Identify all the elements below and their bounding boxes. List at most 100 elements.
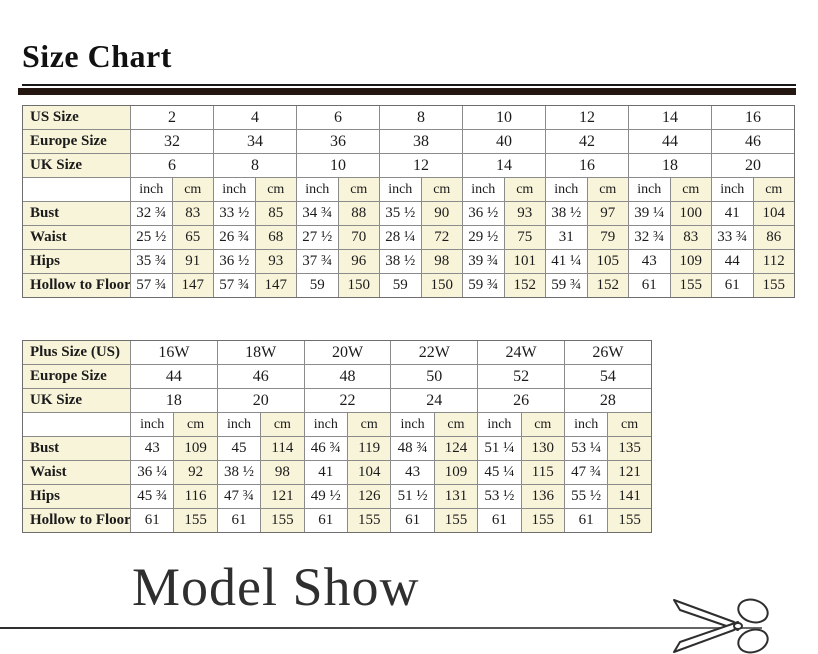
measure-cell: 88 — [337, 201, 380, 226]
size-cell: 2 — [130, 105, 214, 130]
measure-cell: 104 — [346, 460, 392, 485]
size-chart-heading: Size Chart — [22, 38, 172, 74]
measure-cell: 53 ½ — [477, 484, 522, 509]
measure-cell: 39 ¼ — [628, 201, 671, 226]
unit-header: inch — [628, 177, 671, 202]
size-cell: 26W — [563, 340, 652, 365]
measure-cell: 31 — [545, 225, 588, 250]
unit-header: cm — [607, 412, 652, 437]
measure-cell: 45 ¾ — [129, 484, 175, 509]
measure-cell: 61 — [563, 508, 609, 533]
row-label: Waist — [22, 460, 131, 485]
size-cell: 44 — [130, 364, 218, 389]
measure-cell: 32 ¾ — [628, 225, 671, 250]
measure-cell: 51 ¼ — [477, 436, 522, 461]
measure-cell: 131 — [433, 484, 479, 509]
measure-cell: 36 ½ — [462, 201, 505, 226]
measure-cell: 41 — [711, 201, 754, 226]
measure-cell: 47 ¾ — [216, 484, 262, 509]
size-cell: 4 — [213, 105, 297, 130]
measure-cell: 39 ¾ — [462, 249, 505, 274]
measure-cell: 61 — [477, 508, 522, 533]
measure-cell: 90 — [420, 201, 463, 226]
unit-header: inch — [563, 412, 609, 437]
measure-cell: 41 ¼ — [545, 249, 588, 274]
unit-header: inch — [477, 412, 522, 437]
measure-cell: 46 ¾ — [303, 436, 348, 461]
unit-header: cm — [420, 177, 463, 202]
unit-row-spacer — [22, 177, 131, 202]
measure-cell: 83 — [669, 225, 712, 250]
measure-cell: 43 — [390, 460, 435, 485]
unit-row-spacer — [22, 412, 131, 437]
measure-cell: 51 ½ — [390, 484, 435, 509]
unit-header: cm — [586, 177, 629, 202]
size-cell: 24 — [390, 388, 479, 413]
measure-cell: 136 — [520, 484, 565, 509]
measure-cell: 70 — [337, 225, 380, 250]
scissors-icon — [673, 598, 769, 654]
measure-cell: 61 — [711, 273, 754, 298]
measure-cell: 68 — [254, 225, 297, 250]
measure-cell: 104 — [752, 201, 795, 226]
unit-header: cm — [254, 177, 297, 202]
size-cell: 16 — [545, 153, 629, 178]
unit-header: cm — [520, 412, 565, 437]
size-cell: 20 — [216, 388, 305, 413]
size-cell: 50 — [390, 364, 479, 389]
measure-cell: 59 ¾ — [545, 273, 588, 298]
measure-cell: 155 — [433, 508, 479, 533]
measure-cell: 93 — [254, 249, 297, 274]
measure-cell: 45 — [216, 436, 262, 461]
size-cell: 12 — [379, 153, 463, 178]
measure-cell: 124 — [433, 436, 479, 461]
measure-cell: 57 ¾ — [213, 273, 256, 298]
unit-header: cm — [337, 177, 380, 202]
heading-rule-thick — [18, 88, 796, 95]
measure-cell: 75 — [503, 225, 546, 250]
unit-header: cm — [171, 177, 214, 202]
size-cell: 46 — [711, 129, 795, 154]
unit-header: inch — [379, 177, 422, 202]
measure-cell: 33 ½ — [213, 201, 256, 226]
measure-cell: 47 ¾ — [563, 460, 609, 485]
size-cell: 20W — [303, 340, 392, 365]
measure-cell: 61 — [628, 273, 671, 298]
measure-cell: 101 — [503, 249, 546, 274]
row-label: Bust — [22, 436, 131, 461]
measure-cell: 29 ½ — [462, 225, 505, 250]
measure-cell: 36 ¼ — [129, 460, 175, 485]
row-label: Hollow to Floor — [22, 508, 131, 533]
measure-cell: 38 ½ — [216, 460, 262, 485]
measure-cell: 45 ¼ — [477, 460, 522, 485]
measure-cell: 141 — [607, 484, 652, 509]
measure-cell: 83 — [171, 201, 214, 226]
unit-header: cm — [669, 177, 712, 202]
unit-header: cm — [173, 412, 218, 437]
measure-cell: 96 — [337, 249, 380, 274]
measure-cell: 116 — [173, 484, 218, 509]
row-label: Waist — [22, 225, 131, 250]
size-cell: 18 — [628, 153, 712, 178]
unit-header: inch — [296, 177, 339, 202]
size-cell: 8 — [379, 105, 463, 130]
unit-header: inch — [711, 177, 754, 202]
measure-cell: 147 — [254, 273, 297, 298]
measure-cell: 32 ¾ — [130, 201, 173, 226]
measure-cell: 126 — [346, 484, 392, 509]
row-label: Europe Size — [22, 129, 131, 154]
measure-cell: 109 — [433, 460, 479, 485]
row-label: Hollow to Floor — [22, 273, 131, 298]
measure-cell: 61 — [303, 508, 348, 533]
measure-cell: 130 — [520, 436, 565, 461]
size-cell: 16W — [130, 340, 218, 365]
measure-cell: 92 — [173, 460, 218, 485]
measure-cell: 98 — [420, 249, 463, 274]
measure-cell: 79 — [586, 225, 629, 250]
measure-cell: 35 ¾ — [130, 249, 173, 274]
size-cell: 22W — [390, 340, 479, 365]
size-cell: 12 — [545, 105, 629, 130]
measure-cell: 26 ¾ — [213, 225, 256, 250]
row-label: Hips — [22, 249, 131, 274]
size-cell: 6 — [130, 153, 214, 178]
